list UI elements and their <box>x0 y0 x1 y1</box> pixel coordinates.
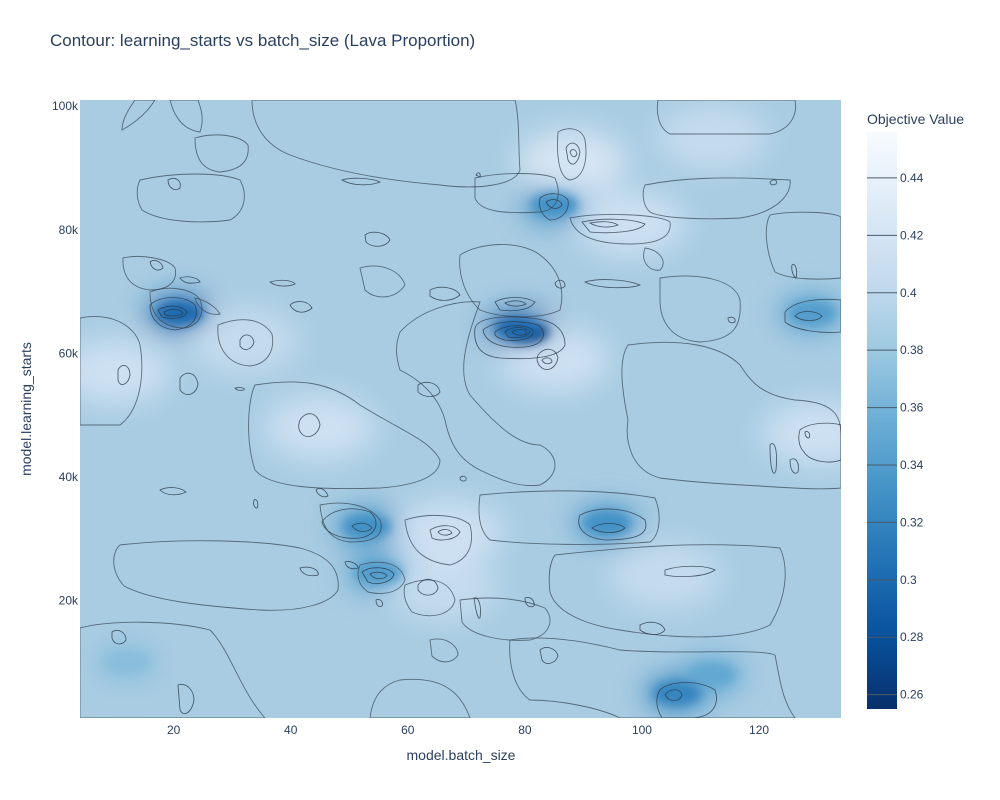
contour-field <box>80 105 841 713</box>
field-region-high <box>265 395 376 460</box>
colorbar-tick-label: 0.28 <box>900 630 924 644</box>
x-tick-label: 60 <box>401 723 415 737</box>
x-axis: 20 40 60 80 100 120 <box>167 723 769 737</box>
contour-lines <box>80 100 841 718</box>
x-tick-label: 100 <box>632 723 652 737</box>
contour-plot-area[interactable] <box>60 100 872 718</box>
colorbar-ticks: 0.26 0.28 0.3 0.32 0.34 0.36 0.38 0.4 0.42 0.44 <box>867 171 924 702</box>
field-region-high <box>393 500 504 565</box>
field-region-core <box>155 301 204 326</box>
colorbar: Objective Value 0.260.280.30.320.340.360… <box>867 111 964 709</box>
colorbar-tick-label: 0.36 <box>900 401 924 415</box>
y-tick-label: 20k <box>59 594 79 608</box>
contour-lines-inner <box>111 142 841 718</box>
y-axis-title: model.learning_starts <box>18 342 34 476</box>
contour-background <box>80 100 841 718</box>
colorbar-title: Objective Value <box>867 111 964 127</box>
x-tick-label: 120 <box>749 723 769 737</box>
y-tick-label: 40k <box>59 470 79 484</box>
y-tick-label: 100k <box>52 99 79 113</box>
field-region-high <box>575 191 686 256</box>
chart-title: Contour: learning_starts vs batch_size (… <box>50 31 476 50</box>
x-tick-label: 80 <box>518 723 532 737</box>
field-region-high <box>610 543 721 608</box>
colorbar-tick-label: 0.32 <box>900 515 924 529</box>
colorbar-gradient <box>867 132 897 709</box>
y-tick-label: 80k <box>59 223 79 237</box>
field-region-high <box>657 105 768 170</box>
field-region-high <box>387 556 498 621</box>
field-region-high <box>188 309 299 374</box>
x-tick-label: 40 <box>284 723 298 737</box>
field-region-high <box>80 339 171 404</box>
field-region-high <box>762 401 841 466</box>
colorbar-tick-label: 0.3 <box>900 573 917 587</box>
field-region-core <box>688 662 737 687</box>
field-region-high <box>516 129 627 194</box>
y-tick-label: 60k <box>59 346 79 360</box>
field-region-core <box>342 514 391 539</box>
colorbar-tick-label: 0.34 <box>900 458 924 472</box>
colorbar-tick-label: 0.38 <box>900 343 924 357</box>
colorbar-tick-label: 0.26 <box>900 688 924 702</box>
x-axis-title: model.batch_size <box>407 747 516 763</box>
field-region-core <box>102 650 151 675</box>
colorbar-tick-label: 0.44 <box>900 171 924 185</box>
colorbar-tick-label: 0.4 <box>900 286 917 300</box>
colorbar-tick-label: 0.42 <box>900 228 924 242</box>
field-region-core <box>653 681 702 706</box>
y-axis: 20k 40k 60k 80k 100k <box>52 99 79 607</box>
x-tick-label: 20 <box>167 723 181 737</box>
